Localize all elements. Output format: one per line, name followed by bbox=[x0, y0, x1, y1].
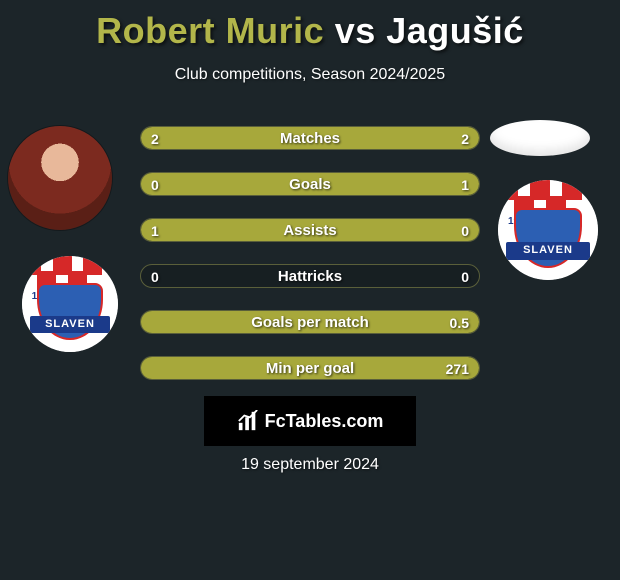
stat-label: Hattricks bbox=[141, 265, 479, 287]
stat-row: 22Matches bbox=[140, 126, 480, 150]
chart-icon bbox=[237, 410, 259, 432]
stat-row: 10Assists bbox=[140, 218, 480, 242]
stat-row: 271Min per goal bbox=[140, 356, 480, 380]
stat-row: 00Hattricks bbox=[140, 264, 480, 288]
stat-label: Matches bbox=[141, 127, 479, 149]
watermark: FcTables.com bbox=[204, 396, 416, 446]
player1-avatar bbox=[8, 126, 112, 230]
stat-label: Goals bbox=[141, 173, 479, 195]
stat-label: Assists bbox=[141, 219, 479, 241]
player2-avatar bbox=[490, 120, 590, 156]
player2-club-badge: 1907 SLAVEN bbox=[498, 180, 598, 280]
stat-row: 0.5Goals per match bbox=[140, 310, 480, 334]
subtitle: Club competitions, Season 2024/2025 bbox=[0, 66, 620, 84]
club-banner: SLAVEN bbox=[506, 242, 590, 260]
club-banner: SLAVEN bbox=[30, 316, 111, 333]
stat-label: Min per goal bbox=[141, 357, 479, 379]
stat-row: 01Goals bbox=[140, 172, 480, 196]
player1-club-badge: 1907 SLAVEN bbox=[22, 256, 118, 352]
vs-text: vs bbox=[335, 10, 376, 51]
player1-name: Robert Muric bbox=[96, 10, 324, 51]
stat-label: Goals per match bbox=[141, 311, 479, 333]
page-title: Robert Muric vs Jagušić bbox=[0, 0, 620, 52]
date-label: 19 september 2024 bbox=[0, 456, 620, 474]
player2-name: Jagušić bbox=[386, 10, 524, 51]
watermark-text: FcTables.com bbox=[265, 411, 384, 432]
stats-panel: 22Matches 01Goals 10Assists 00Hattricks 0.5G… bbox=[140, 126, 480, 402]
